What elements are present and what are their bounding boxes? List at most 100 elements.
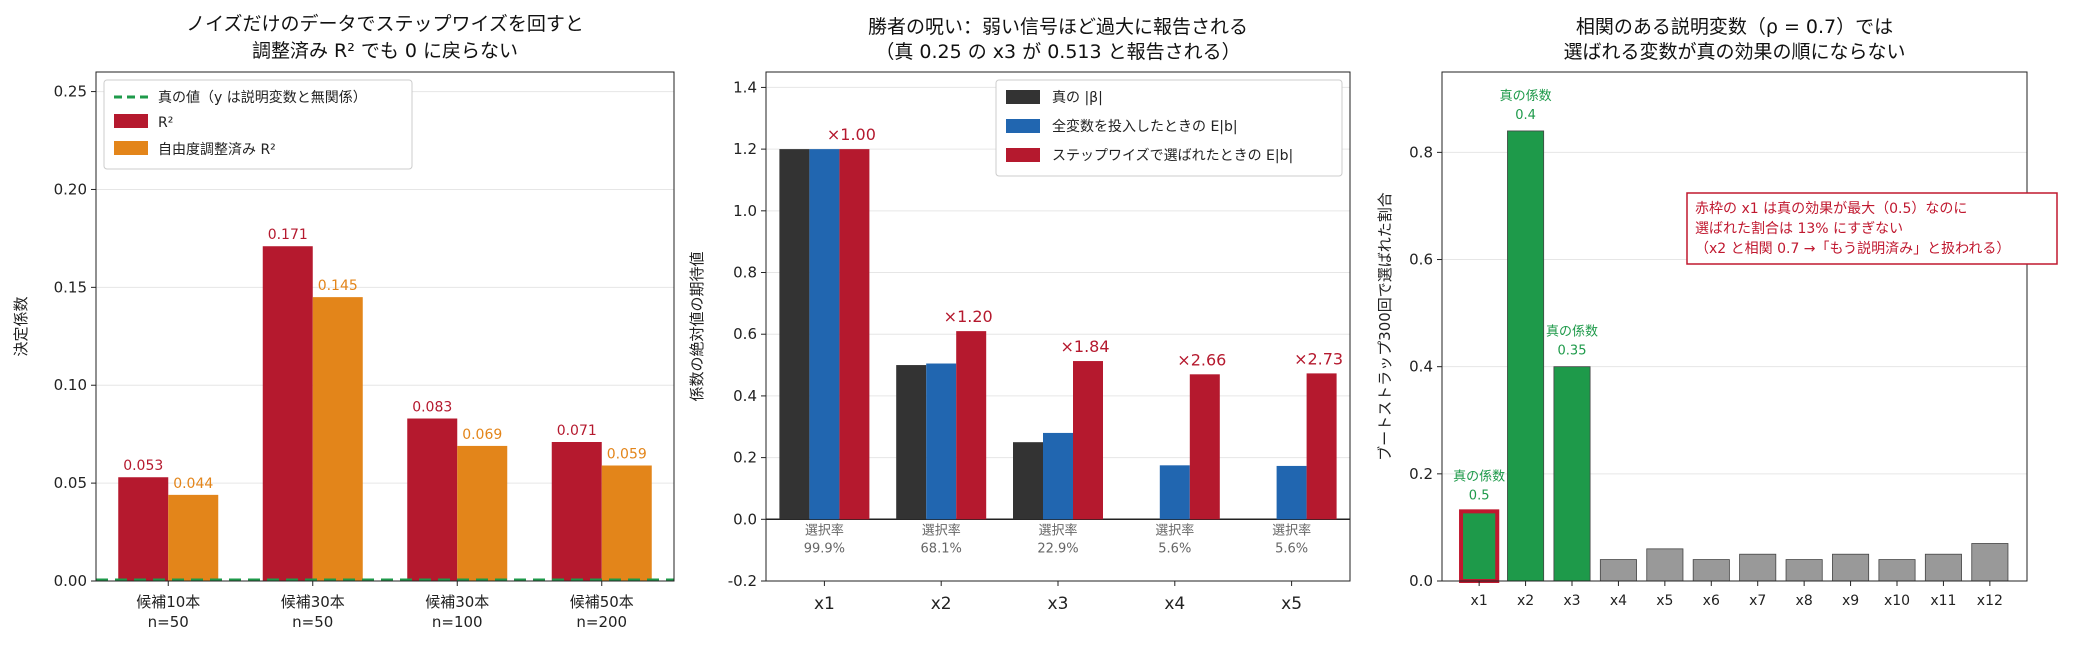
y-tick-label: 0.6: [733, 325, 757, 343]
legend-label: 全変数を投入したときの E|b|: [1052, 118, 1238, 135]
y-tick-label: 0.00: [54, 572, 87, 590]
bar: [262, 246, 313, 581]
data-label: 0.145: [318, 278, 358, 294]
bar: [1073, 361, 1103, 520]
y-tick-label: 0.2: [733, 449, 757, 467]
legend-swatch: [1006, 119, 1040, 133]
panel-2: -0.2 0.0 0.2 0.4 0.6 0.8 1.0 1.2 1.4 ×1.00 選択率 99.9…: [688, 16, 1351, 614]
x-tick-label: x12: [1977, 593, 2003, 609]
x-tick-label: x8: [1796, 593, 1813, 609]
y-tick-label: 0.8: [733, 264, 757, 282]
bar: [312, 297, 363, 581]
x-tick-label: x5: [1281, 594, 1302, 614]
bar: [926, 363, 957, 520]
selection-label: 選択率: [805, 522, 844, 538]
legend-label: 自由度調整済み R²: [158, 142, 276, 158]
x-tick-label: 候補50本: [570, 593, 634, 611]
x-tick-label: x4: [1164, 594, 1185, 614]
bar: [1599, 559, 1637, 582]
annotation-text: （x2 と相関 0.7 →「もう説明済み」と扱われる）: [1695, 241, 2010, 257]
legend-label: ステップワイズで選ばれたときの E|b|: [1052, 148, 1293, 164]
true-effect-value: 0.35: [1558, 344, 1587, 359]
bar: [1043, 432, 1073, 520]
annotation-box: [1686, 192, 2058, 265]
ratio-label: ×2.73: [1294, 349, 1343, 368]
x-tick-label: 候補10本: [136, 593, 200, 611]
legend-swatch: [114, 114, 148, 128]
x-tick-label: x5: [1656, 593, 1673, 609]
bar: [779, 149, 810, 520]
chart-title: 調整済み R² でも 0 に戻らない: [252, 40, 518, 62]
chart-title: 選ばれる変数が真の効果の順にならない: [1563, 41, 1905, 63]
y-axis-label: 決定係数: [12, 296, 30, 356]
bar: [457, 445, 508, 581]
y-axis-label: 係数の絶対値の期待値: [688, 251, 706, 401]
y-tick-label: 0.10: [54, 376, 87, 394]
x-tick-label: x10: [1884, 593, 1910, 609]
bar: [1013, 442, 1043, 520]
bar: [839, 149, 870, 520]
x-tick-label: 候補30本: [281, 593, 345, 611]
data-label: 0.071: [557, 423, 597, 439]
y-tick-label: -0.2: [728, 572, 757, 590]
y-tick-label: 0.2: [1409, 465, 1433, 483]
true-effect-label: 真の係数: [1546, 325, 1598, 340]
x-tick-label: x1: [814, 594, 835, 614]
bar: [118, 477, 169, 581]
y-tick-label: 0.20: [54, 180, 87, 198]
selection-rate: 5.6%: [1275, 541, 1308, 556]
legend-box: [103, 79, 413, 170]
legend-swatch: [114, 141, 148, 155]
y-tick-label: 1.0: [733, 202, 757, 220]
ratio-label: ×1.20: [944, 307, 993, 326]
y-tick-label: 0.0: [733, 510, 757, 528]
x-tick-label: n=200: [576, 613, 627, 631]
data-label: 0.053: [123, 458, 163, 474]
bar: [1878, 559, 1916, 582]
selection-rate: 99.9%: [804, 541, 845, 556]
bar: [1739, 553, 1777, 582]
true-effect-label: 真の係数: [1500, 89, 1552, 104]
bar: [1553, 366, 1591, 582]
panel-3: 0.0 0.2 0.4 0.6 0.8 x1 x2 x3 x4 x5 x6 x7 x8 x9 x10 x11 x…: [1376, 16, 2058, 609]
x-tick-label: x3: [1048, 594, 1069, 614]
bar: [1507, 130, 1545, 582]
bar: [956, 331, 987, 520]
legend-label: 真の値（y は説明変数と無関係）: [158, 89, 367, 106]
data-label: 0.069: [462, 427, 502, 443]
y-tick-label: 0.4: [1409, 358, 1433, 376]
legend-label: 真の |β|: [1052, 90, 1103, 106]
chart-title: 相関のある説明変数（ρ = 0.7）では: [1576, 16, 1893, 38]
data-label: 0.171: [268, 227, 308, 243]
selection-label: 選択率: [922, 522, 961, 538]
selection-rate: 22.9%: [1037, 541, 1078, 556]
true-effect-label: 真の係数: [1453, 469, 1505, 484]
x-tick-label: x11: [1930, 593, 1956, 609]
x-tick-label: n=50: [292, 613, 333, 631]
y-tick-label: 0.05: [54, 474, 87, 492]
bar: [1785, 559, 1823, 582]
x-tick-label: x7: [1749, 593, 1766, 609]
y-tick-label: 0.4: [733, 387, 757, 405]
selection-rate: 68.1%: [921, 541, 962, 556]
bar: [551, 442, 602, 581]
bar: [1189, 374, 1220, 520]
bar: [896, 365, 927, 520]
bar: [1460, 510, 1498, 582]
plot-frame: [1441, 71, 2028, 582]
y-tick-label: 0.0: [1409, 572, 1433, 590]
selection-label: 選択率: [1272, 522, 1311, 538]
y-tick-label: 1.4: [733, 78, 757, 96]
x-tick-label: x3: [1563, 593, 1580, 609]
data-label: 0.059: [607, 446, 647, 462]
bar: [1924, 553, 1962, 582]
bar: [809, 149, 840, 520]
selection-label: 選択率: [1038, 522, 1077, 538]
ratio-label: ×1.84: [1060, 337, 1109, 356]
selection-label: 選択率: [1155, 522, 1194, 538]
bar: [1971, 543, 2009, 582]
bar: [1159, 465, 1190, 520]
legend-label: R²: [158, 115, 173, 131]
